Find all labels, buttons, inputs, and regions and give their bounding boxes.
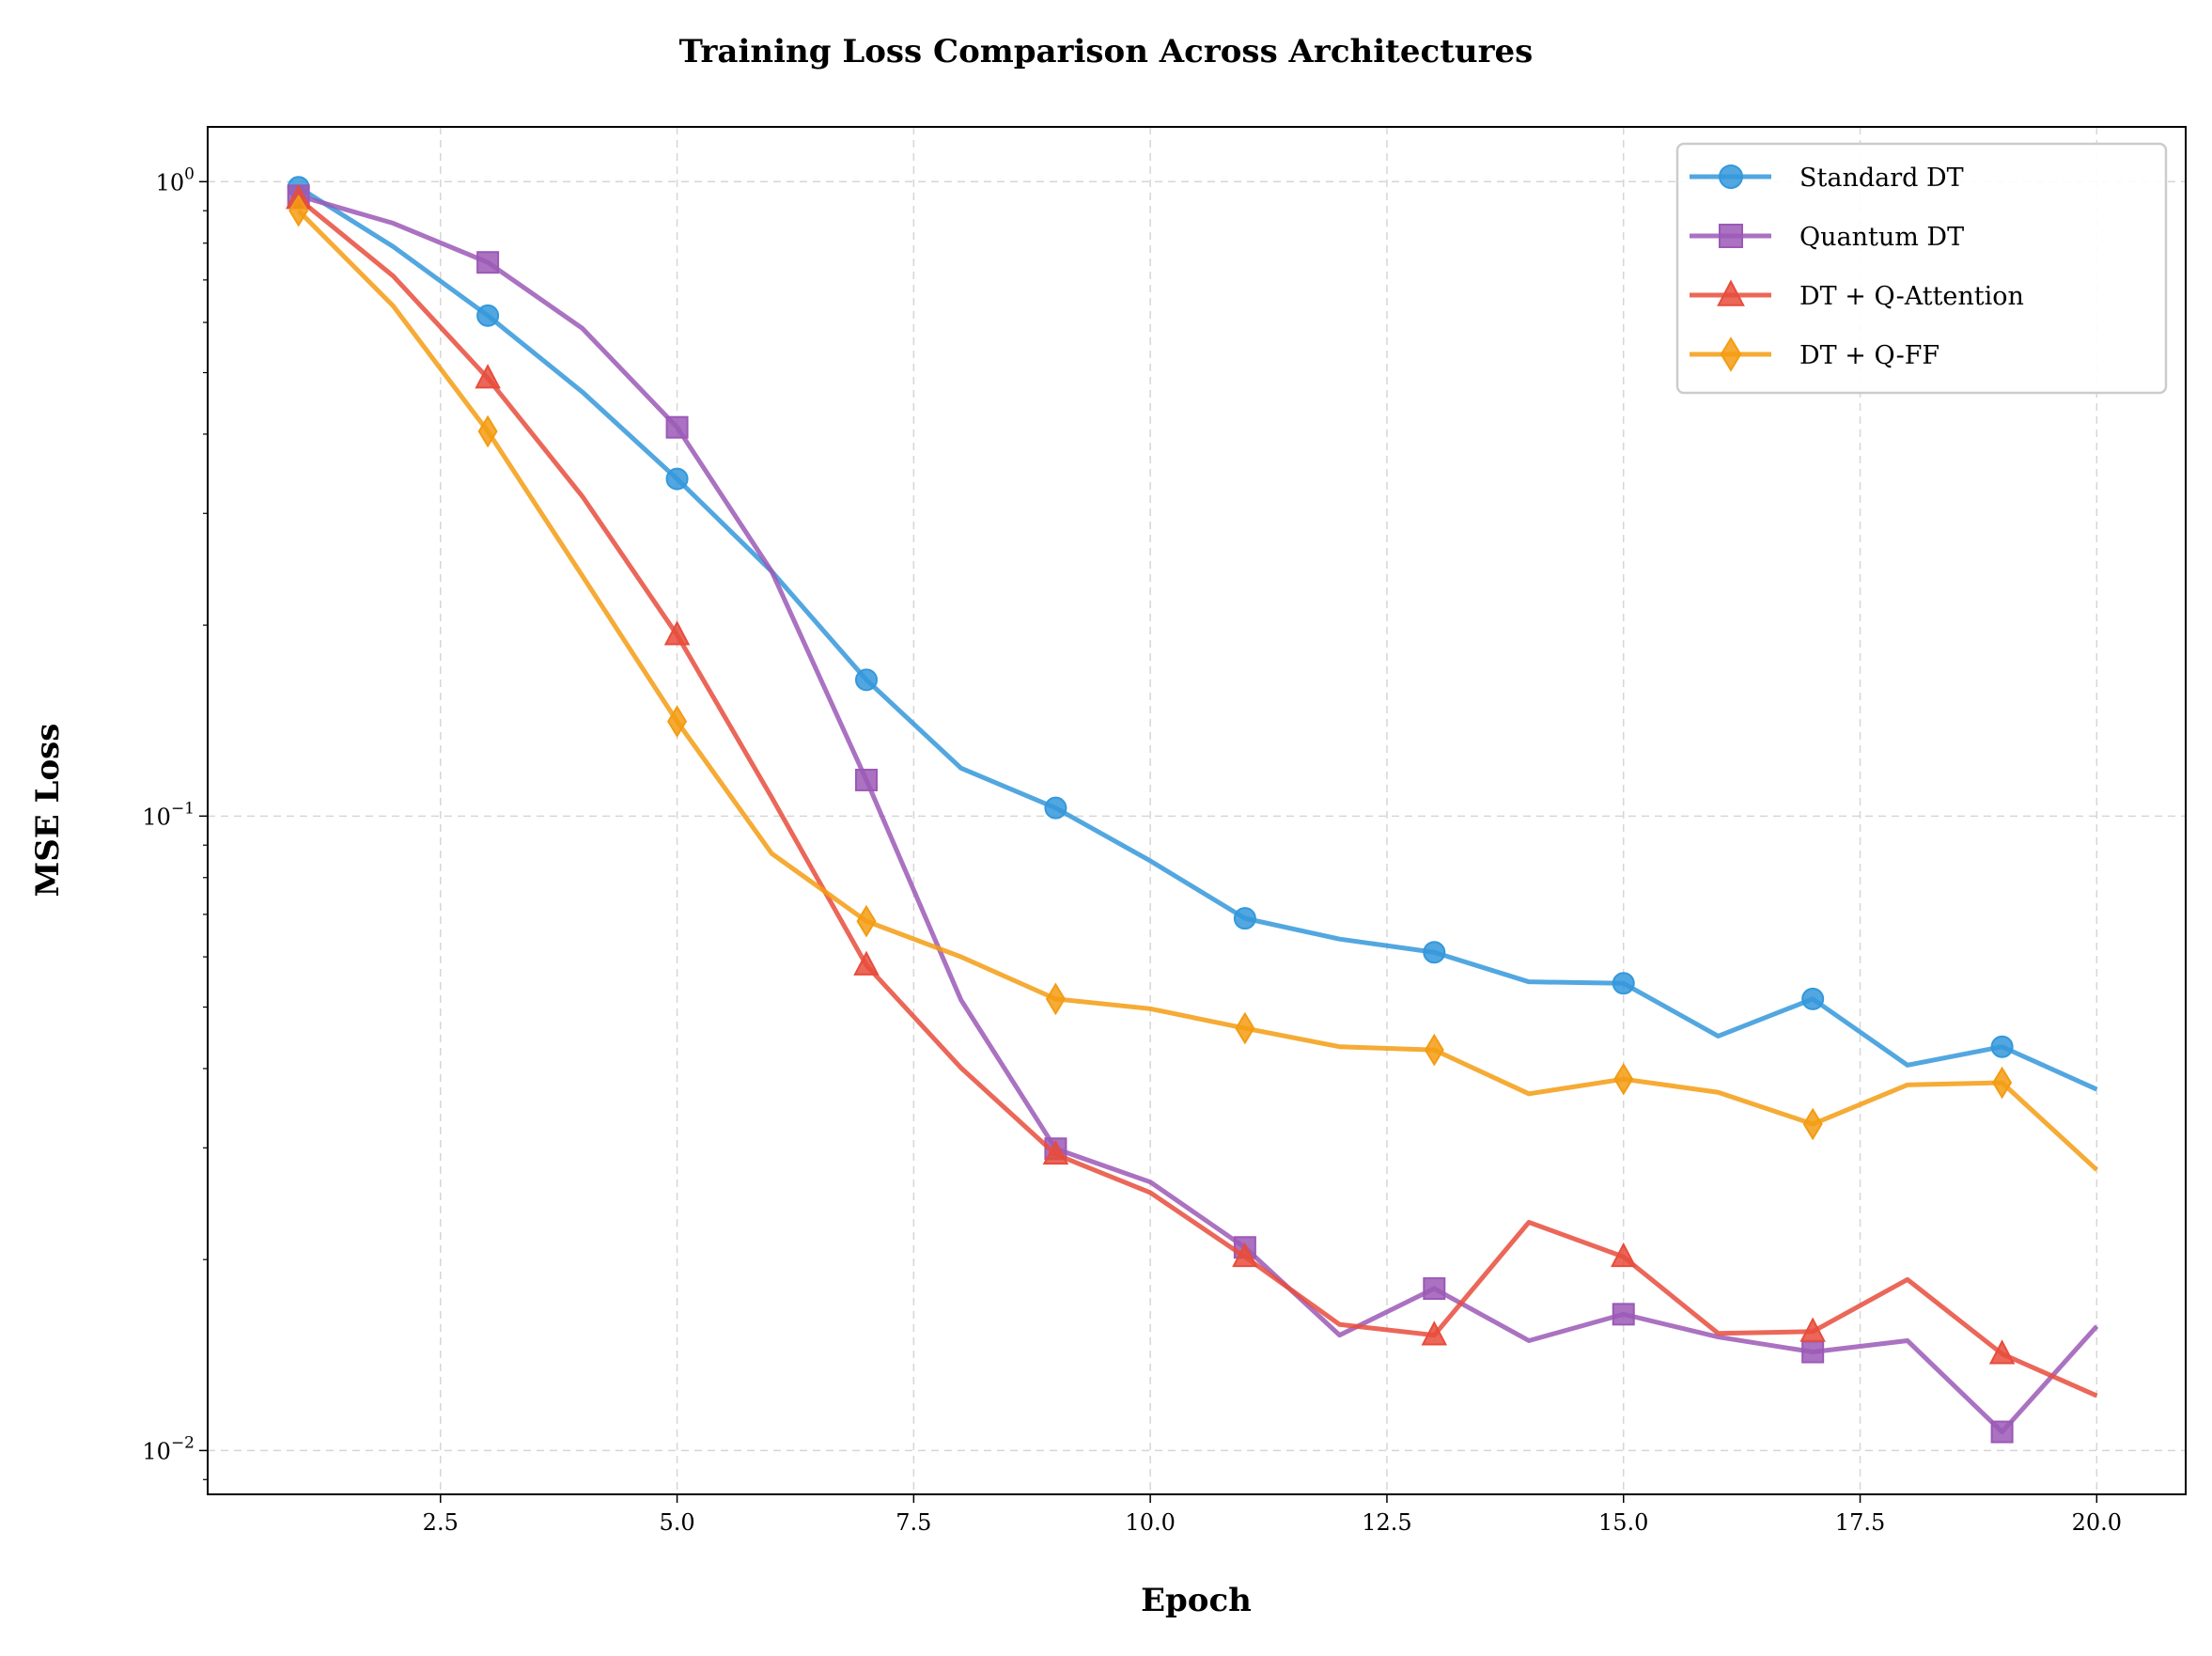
legend-item: Quantum DT [1690,223,1964,252]
data-point [856,904,877,938]
data-point [665,415,689,439]
x-tick-label: 12.5 [1362,1509,1411,1536]
legend-frame [1675,142,2168,395]
data-point [1423,941,1446,964]
data-point [665,467,689,491]
series-dt-q-ff [288,194,2099,1172]
data-point [663,620,691,646]
data-point [1799,1317,1826,1342]
plot-frame [207,126,2187,1495]
data-point [1424,1033,1444,1067]
data-point [476,251,500,274]
x-tick-label: 5.0 [659,1509,694,1536]
data-point [1801,1340,1825,1364]
data-point [1613,1062,1634,1096]
legend-label: Quantum DT [1799,223,1964,252]
x-tick-label: 15.0 [1598,1509,1648,1536]
series-line [296,209,2099,1172]
diamond-marker-icon [1720,336,1742,372]
data-point [1992,1066,2013,1100]
data-point [1423,1277,1446,1301]
data-point [1988,1339,2016,1365]
y-tick-label: 10−1 [142,799,195,830]
data-point [1232,1242,1258,1268]
ticks: 2.5 5.0 7.5 10.0 12.5 15.0 17.5 20.0 100 10−1 10−2 [142,164,2122,1536]
data-point [1045,982,1066,1016]
legend-item: DT + Q-FF [1690,336,1939,372]
data-point [1612,972,1635,995]
chart-title: Training Loss Comparison Across Architec… [679,33,1534,70]
series-line [297,196,2098,1398]
data-point [1042,1139,1069,1165]
legend-label: DT + Q-Attention [1799,282,2024,311]
circle-marker-icon [1719,164,1743,189]
x-axis-label: Epoch [1141,1582,1252,1619]
data-point [1044,796,1067,820]
x-tick-label: 10.0 [1125,1509,1175,1536]
series-line [297,193,2099,1435]
data-point [476,304,500,327]
data-point [477,414,498,448]
data-point [1235,1011,1255,1045]
data-point [1233,907,1256,930]
legend-item: DT + Q-Attention [1690,279,2024,311]
data-point [853,950,880,976]
series-group [285,176,2099,1444]
data-point [854,768,878,791]
y-axis-label: MSE Loss [29,724,67,898]
triangle-marker-icon [1717,279,1745,306]
series-standard-dt [287,176,2098,1092]
data-point [1801,987,1825,1010]
square-marker-icon [1719,224,1743,248]
data-point [1990,1420,2014,1444]
y-tick-label: 10−2 [142,1433,195,1464]
data-point [288,194,309,227]
series-line [297,185,2098,1092]
data-point [1612,1303,1635,1326]
legend-label: DT + Q-FF [1799,341,1939,370]
legend: Standard DT Quantum DT DT + Q-Attention DT … [1675,142,2168,395]
data-point [475,364,501,389]
x-tick-label: 17.5 [1835,1509,1885,1536]
data-point [1421,1320,1448,1346]
data-point [854,668,878,692]
data-point [1802,1107,1823,1141]
data-point [1990,1035,2014,1058]
legend-label: Standard DT [1799,164,1964,193]
x-tick-label: 20.0 [2072,1509,2122,1536]
data-point [667,705,688,738]
x-tick-label: 7.5 [896,1509,931,1536]
legend-item: Standard DT [1690,164,1964,193]
x-tick-label: 2.5 [423,1509,459,1536]
y-tick-label: 100 [156,164,195,195]
data-point [1610,1242,1637,1268]
